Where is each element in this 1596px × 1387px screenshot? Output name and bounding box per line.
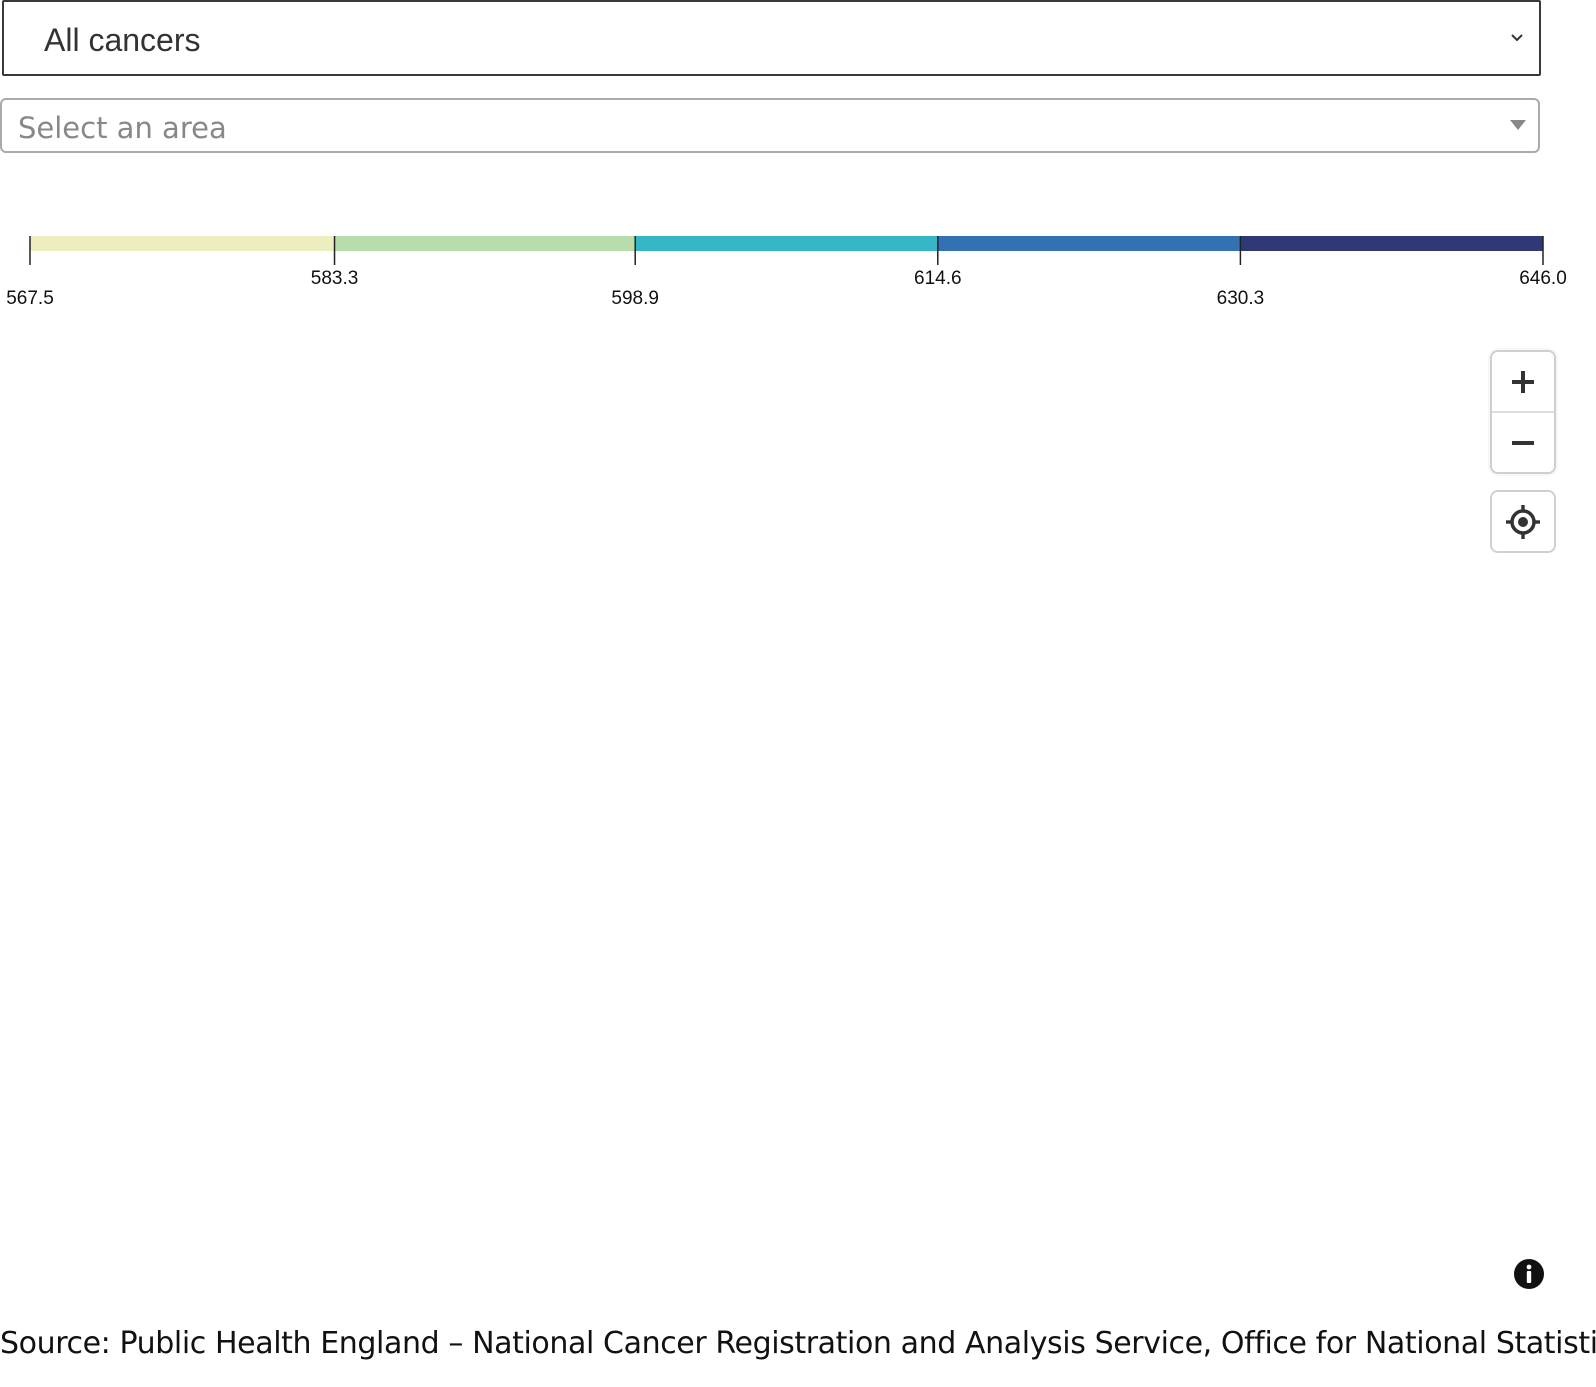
legend-tick-label: 630.3: [1217, 288, 1265, 309]
legend-band: [1240, 236, 1543, 251]
crosshair-icon: [1506, 504, 1540, 539]
geolocate-button[interactable]: [1492, 492, 1554, 551]
area-select-placeholder: Select an area: [18, 111, 227, 145]
legend-band: [635, 236, 938, 251]
zoom-out-button[interactable]: [1492, 411, 1554, 472]
plus-icon: [1512, 370, 1534, 393]
legend-tick-label: 614.6: [914, 268, 962, 289]
legend-band: [937, 236, 1241, 251]
geolocate-control: [1490, 490, 1556, 553]
cancer-type-select[interactable]: All cancers: [2, 0, 1541, 76]
caret-down-icon: [1510, 120, 1526, 130]
minus-icon: [1512, 440, 1534, 445]
colour-scale-legend: 567.5 583.3 598.9 614.6 630.3 646.0: [6, 236, 1567, 309]
cancer-type-value: All cancers: [44, 22, 201, 58]
source-note: Source: Public Health England – National…: [0, 1326, 1596, 1361]
legend-tick-label: 598.9: [611, 288, 659, 309]
zoom-control: [1490, 350, 1556, 474]
info-icon[interactable]: [1513, 1258, 1545, 1290]
legend-tick-label: 567.5: [6, 288, 54, 309]
legend-band: [334, 236, 636, 251]
zoom-in-button[interactable]: [1492, 352, 1554, 411]
legend-tick-label: 583.3: [311, 268, 359, 289]
area-select[interactable]: Select an area: [0, 98, 1540, 153]
chevron-down-icon: [1511, 34, 1523, 42]
map-controls: [1490, 350, 1556, 553]
legend-tick-label: 646.0: [1519, 268, 1567, 289]
legend-band: [30, 236, 335, 251]
